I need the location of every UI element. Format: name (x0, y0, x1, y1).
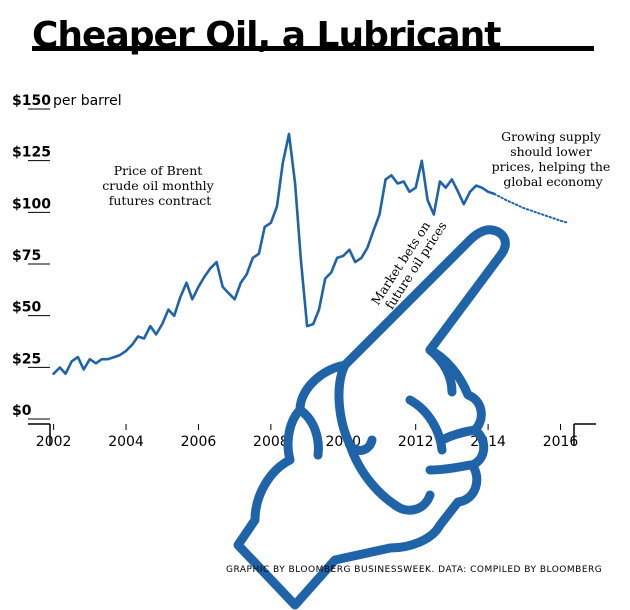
y-tick-label: $50 (12, 300, 41, 316)
pointing-hand-icon (233, 225, 510, 610)
supply-note-line-1: Growing supply (501, 129, 602, 144)
y-axis: $0 $25 $50 $75 $100 $125 $150 per barrel (12, 93, 122, 420)
y-tick-label: $0 (12, 403, 32, 419)
source-credit: GRAPHIC BY BLOOMBERG BUSINESSWEEK. DATA:… (226, 565, 603, 575)
y-tick-label: $75 (12, 248, 41, 264)
x-tick-label: 2016 (543, 434, 579, 450)
y-tick-label: $150 (12, 93, 51, 109)
supply-note-line-2: should lower (510, 144, 592, 159)
price-line (52, 132, 496, 375)
x-tick-label: 2004 (108, 434, 144, 450)
price-note-line-1: Price of Brent (114, 163, 203, 178)
title-underline (32, 46, 594, 51)
y-unit-label: per barrel (53, 93, 122, 109)
price-note-line-3: futures contract (109, 193, 212, 208)
price-series (52, 132, 569, 375)
supply-note-line-3: prices, helping the (492, 159, 611, 174)
x-tick-label: 2012 (398, 434, 434, 450)
x-tick-label: 2008 (253, 434, 289, 450)
y-tick-label: $100 (12, 196, 51, 212)
price-note: Price of Brent crude oil monthly futures… (102, 163, 217, 208)
price-note-line-2: crude oil monthly (102, 178, 214, 193)
supply-note-line-4: global economy (503, 174, 603, 189)
supply-note: Growing supply should lower prices, help… (492, 129, 615, 189)
y-tick-label: $25 (12, 351, 41, 367)
y-tick-label: $125 (12, 145, 51, 161)
x-tick-label: 2006 (181, 434, 217, 450)
x-tick-label: 2002 (36, 434, 72, 450)
forecast-line (493, 192, 569, 224)
